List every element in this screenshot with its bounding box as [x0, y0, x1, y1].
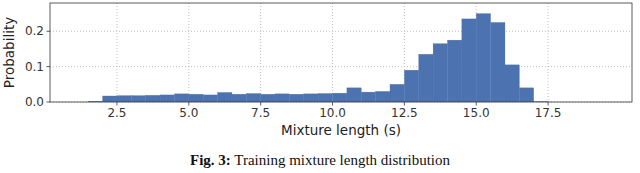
- x-tick-label: 2.5: [107, 106, 126, 120]
- x-tick-label: 7.5: [251, 106, 270, 120]
- histogram-bar: [232, 94, 246, 102]
- x-grid-line: [116, 3, 117, 102]
- y-grid-line: [50, 31, 632, 32]
- histogram-bar: [447, 40, 461, 102]
- plot-frame: [50, 3, 632, 102]
- histogram-bar: [160, 95, 174, 102]
- histogram-bar: [131, 96, 145, 102]
- x-tick: [332, 102, 333, 106]
- x-tick-label: 15.0: [463, 106, 490, 120]
- histogram-bar: [347, 88, 361, 102]
- x-grid-line: [188, 3, 189, 102]
- histogram-bar: [218, 92, 232, 102]
- y-tick-label: 0.0: [25, 95, 44, 109]
- grid: [50, 3, 632, 102]
- x-grid-line: [548, 3, 549, 102]
- x-tick-label: 17.5: [535, 106, 562, 120]
- y-grid-line: [50, 66, 632, 67]
- bars: [88, 14, 548, 102]
- histogram-bar: [433, 44, 447, 102]
- histogram-bar: [505, 65, 519, 102]
- x-tick: [116, 102, 117, 106]
- histogram-bar: [304, 94, 318, 102]
- x-tick: [404, 102, 405, 106]
- x-axis-label: Mixture length (s): [281, 122, 401, 138]
- y-tick: [47, 102, 51, 103]
- x-tick: [260, 102, 261, 106]
- histogram-bar: [189, 94, 203, 102]
- x-tick-label: 10.0: [319, 106, 346, 120]
- caption: Fig. 3: Training mixture length distribu…: [190, 152, 450, 168]
- histogram-bar: [117, 96, 131, 102]
- histogram-bar: [103, 96, 117, 102]
- x-tick: [476, 102, 477, 106]
- histogram-bar: [361, 92, 375, 102]
- histogram-bar: [333, 93, 347, 102]
- x-grid-line: [260, 3, 261, 102]
- histogram-bar: [318, 94, 332, 102]
- chart: 2.5 5.0 7.5 10.0 12.5 15.0 17.5 0.0 0.1 0.2 Mixtur…: [0, 0, 640, 173]
- y-tick-label: 0.2: [25, 24, 44, 38]
- x-grid-line: [332, 3, 333, 102]
- y-axis-label: Probability: [1, 17, 17, 88]
- histogram-bar: [462, 19, 476, 102]
- histogram-bar: [146, 95, 160, 102]
- histogram-bar: [376, 91, 390, 102]
- histogram-bar: [476, 14, 490, 102]
- x-tick-label: 5.0: [179, 106, 198, 120]
- histogram-bar: [491, 22, 505, 102]
- histogram-bar: [174, 94, 188, 102]
- histogram-bar: [246, 94, 260, 102]
- histogram-bar: [404, 70, 418, 102]
- histogram-bar: [261, 94, 275, 102]
- histogram-bar: [275, 94, 289, 102]
- histogram-bar: [390, 84, 404, 102]
- y-tick-label: 0.1: [25, 60, 44, 74]
- histogram-bar: [419, 54, 433, 102]
- histogram-bar: [519, 88, 533, 102]
- histogram-bar: [289, 94, 303, 102]
- histogram-bar: [203, 95, 217, 102]
- x-tick: [548, 102, 549, 106]
- y-tick: [47, 66, 51, 67]
- x-tick: [188, 102, 189, 106]
- x-tick-label: 12.5: [391, 106, 418, 120]
- y-tick: [47, 31, 51, 32]
